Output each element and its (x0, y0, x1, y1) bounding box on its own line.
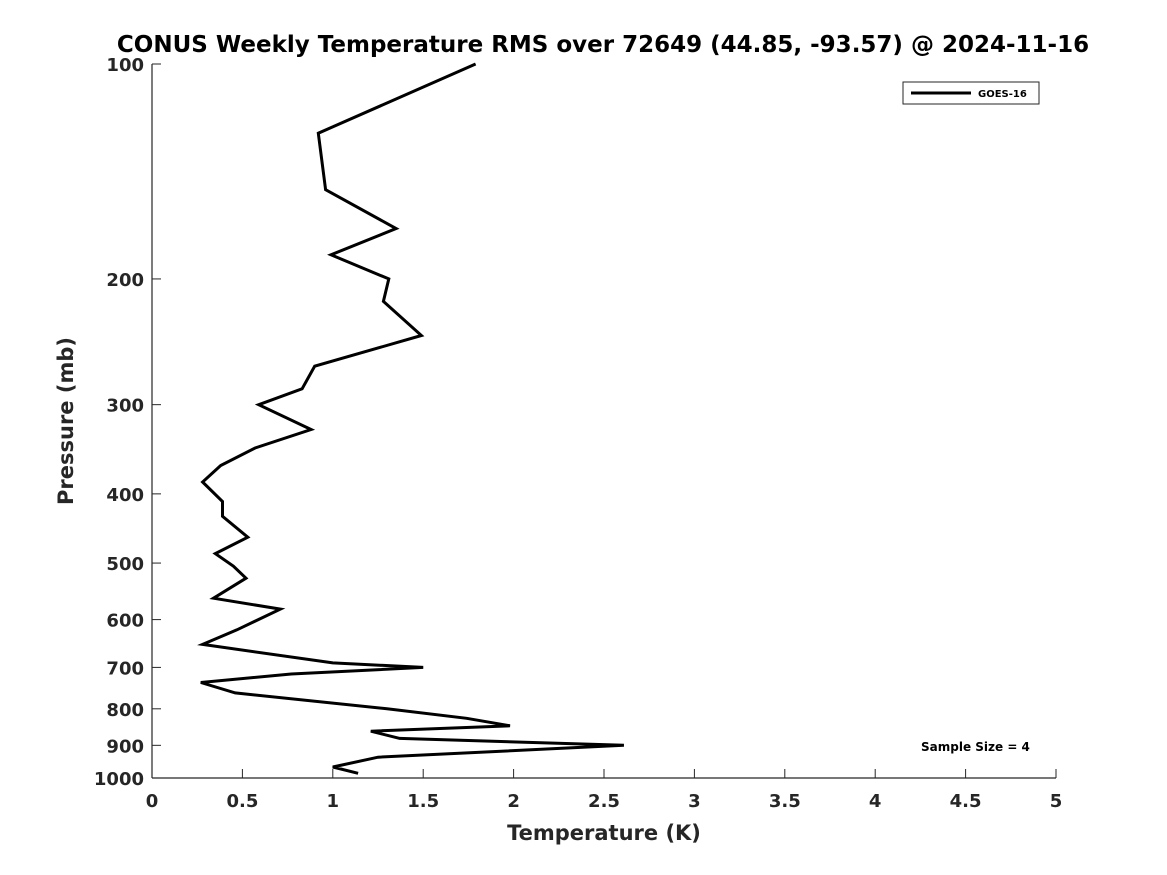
y-tick-label: 900 (106, 736, 144, 757)
series-layer (197, 62, 624, 775)
y-tick-label: 800 (106, 700, 144, 721)
x-axis-label: Temperature (K) (507, 821, 701, 845)
x-tick-label: 1 (327, 791, 340, 812)
y-axis-ticks: 100 200 300 400 500 600 700 800 900 1000 (94, 55, 161, 790)
x-tick-label: 5 (1050, 791, 1063, 812)
x-tick-label: 0.5 (226, 791, 258, 812)
y-axis-label: Pressure (mb) (54, 337, 78, 505)
legend-label-goes-16: GOES-16 (978, 89, 1027, 100)
x-tick-label: 4 (869, 791, 882, 812)
y-tick-label: 400 (106, 485, 144, 506)
sample-size-annotation: Sample Size = 4 (921, 740, 1030, 754)
x-tick-label: 0 (146, 791, 159, 812)
x-tick-label: 2 (507, 791, 520, 812)
y-tick-label: 300 (106, 396, 144, 417)
chart-title: CONUS Weekly Temperature RMS over 72649 … (117, 32, 1089, 58)
y-tick-label: 700 (106, 658, 144, 679)
y-tick-label: 600 (106, 611, 144, 632)
y-tick-label: 100 (106, 55, 144, 76)
y-tick-label: 200 (106, 270, 144, 291)
x-tick-label: 1.5 (407, 791, 439, 812)
legend: GOES-16 (902, 81, 1040, 105)
x-tick-label: 2.5 (588, 791, 620, 812)
y-tick-label: 500 (106, 554, 144, 575)
y-tick-label: 1000 (94, 769, 144, 790)
plot-area (151, 64, 1056, 779)
x-tick-label: 3.5 (769, 791, 801, 812)
x-axis-ticks: 0 0.5 1 1.5 2 2.5 3 3.5 4 4.5 5 (146, 769, 1063, 812)
x-tick-label: 4.5 (950, 791, 982, 812)
x-tick-label: 3 (688, 791, 701, 812)
series-line-goes-16 (197, 62, 624, 775)
